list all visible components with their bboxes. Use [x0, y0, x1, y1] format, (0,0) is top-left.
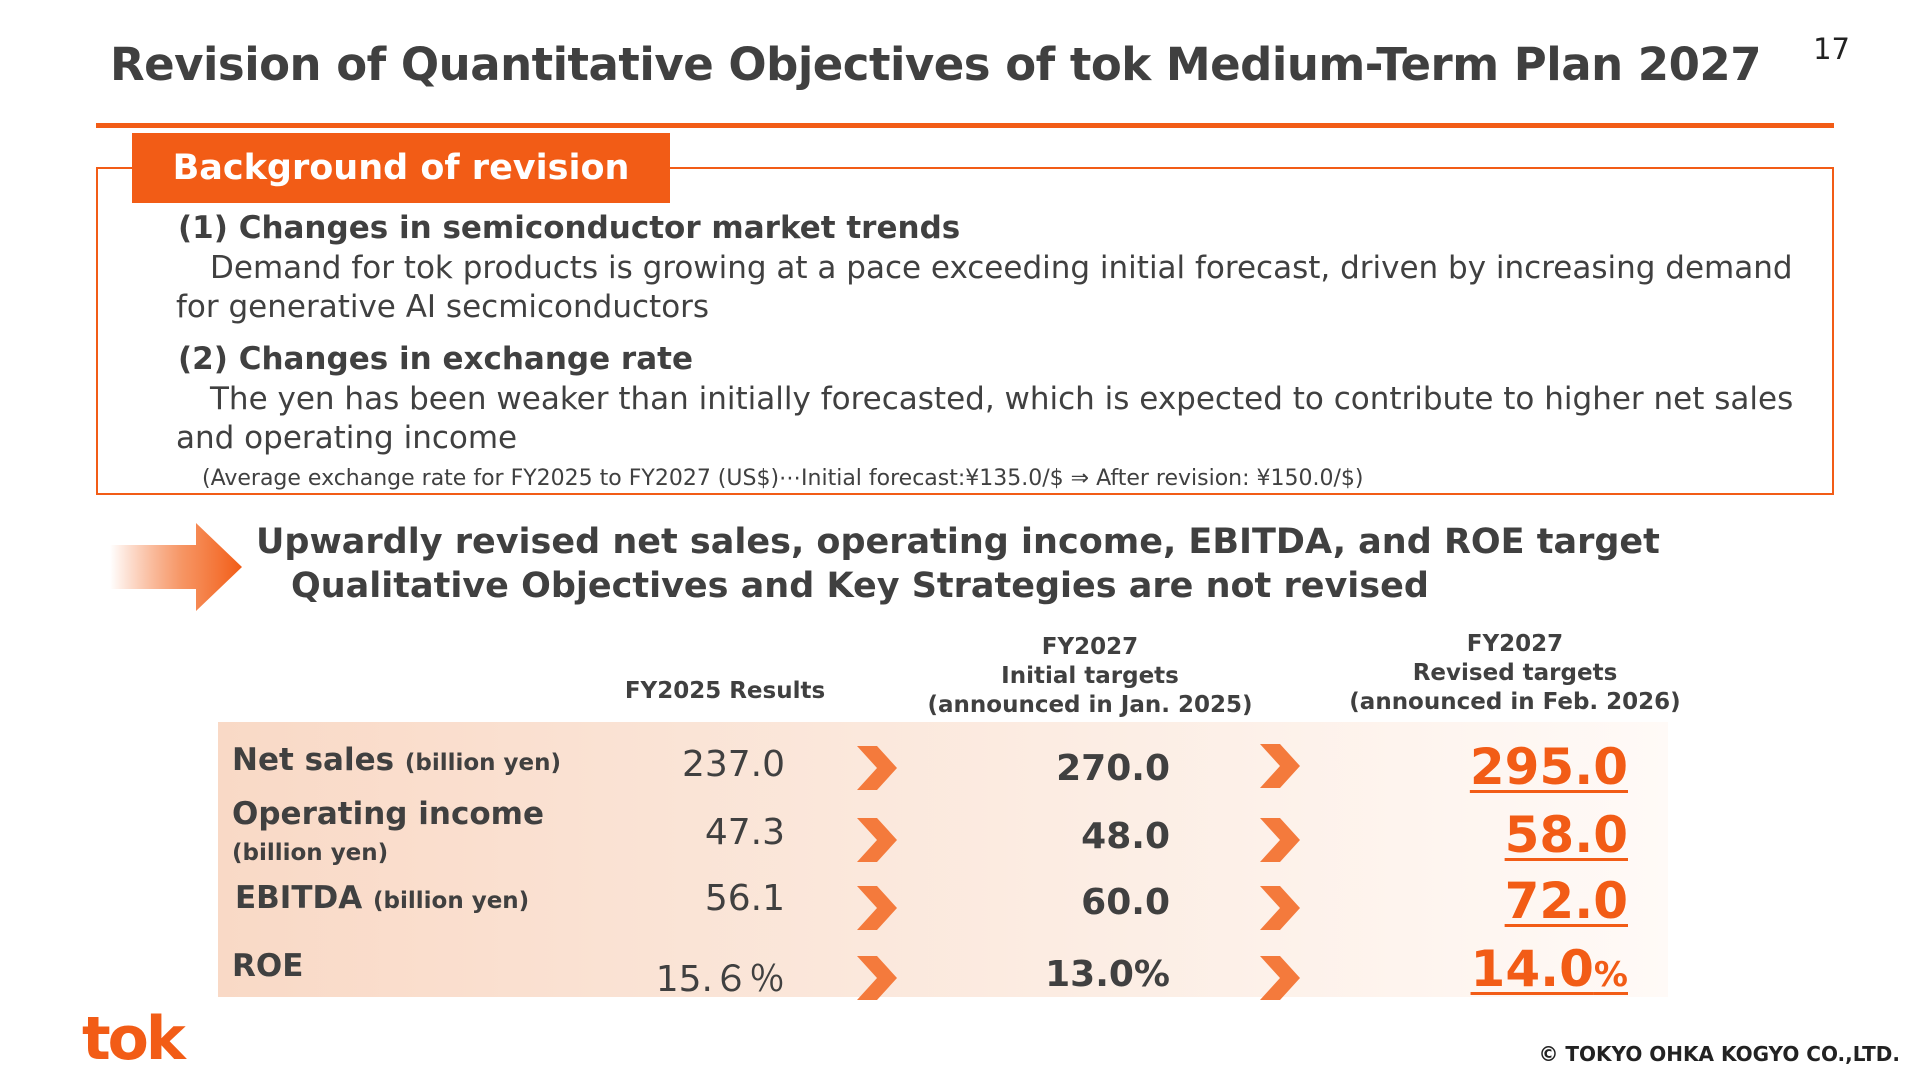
background-tag: Background of revision	[132, 133, 670, 203]
roe-initial: 13.0%	[1045, 954, 1170, 995]
item1-heading: (1) Changes in semiconductor market tren…	[178, 210, 961, 246]
page-number: 17	[1813, 32, 1850, 66]
row-label-roe: ROE	[232, 948, 304, 984]
row-unit-operating-income: (billion yen)	[232, 840, 389, 866]
roe-fy2025: 15.６％	[655, 959, 785, 1000]
roe-revised: 14.0%	[1368, 940, 1628, 998]
col-header-revised: FY2027 Revised targets (announced in Feb…	[1335, 630, 1695, 717]
col-header-revised-line1: FY2027	[1466, 631, 1564, 657]
item2-text: The yen has been weaker than initially f…	[176, 381, 1794, 456]
col-header-initial-line3: (announced in Jan. 2025)	[927, 692, 1253, 718]
copyright: © TOKYO OHKA KOGYO CO.,LTD.	[1538, 1042, 1900, 1066]
net-sales-initial: 270.0	[1056, 748, 1170, 789]
col-header-initial-line2: Initial targets	[1001, 663, 1179, 689]
operating-income-fy2025: 47.3	[704, 812, 785, 853]
col-header-initial: FY2027 Initial targets (announced in Jan…	[910, 633, 1270, 720]
title-underline	[96, 123, 1834, 128]
row-label-text: EBITDA	[235, 880, 363, 916]
row-unit: (billion yen)	[404, 750, 562, 776]
tok-logo: tok	[82, 1010, 191, 1066]
net-sales-fy2025: 237.0	[681, 744, 785, 785]
chevron-right-icon	[857, 818, 897, 862]
revised-value: 58.0	[1504, 806, 1628, 864]
revised-value: 14.0	[1470, 940, 1594, 998]
chevron-right-icon	[857, 956, 897, 1000]
chevron-right-icon	[1260, 886, 1300, 930]
chevron-right-icon	[857, 886, 897, 930]
exchange-rate-note: (Average exchange rate for FY2025 to FY2…	[202, 466, 1364, 491]
col-header-revised-line3: (announced in Feb. 2026)	[1349, 689, 1681, 715]
revised-suffix: %	[1593, 955, 1628, 995]
row-unit: (billion yen)	[373, 888, 530, 914]
row-label-ebitda: EBITDA (billion yen)	[235, 880, 529, 916]
chevron-right-icon	[1260, 956, 1300, 1000]
chevron-right-icon	[857, 746, 897, 790]
revised-value: 295.0	[1469, 738, 1628, 796]
ebitda-revised: 72.0	[1368, 872, 1628, 930]
item1-text: Demand for tok products is growing at a …	[176, 250, 1793, 325]
row-label-text: Net sales	[232, 742, 395, 778]
net-sales-revised: 295.0	[1368, 738, 1628, 796]
chevron-right-icon	[1260, 818, 1300, 862]
ebitda-fy2025: 56.1	[704, 878, 785, 919]
item2-heading: (2) Changes in exchange rate	[178, 341, 693, 377]
col-header-initial-line1: FY2027	[1041, 634, 1139, 660]
logo-text: tok	[82, 1010, 188, 1066]
col-header-fy2025: FY2025 Results	[624, 678, 826, 704]
page-title: Revision of Quantitative Objectives of t…	[110, 38, 1762, 91]
targets-table	[218, 722, 1668, 997]
operating-income-revised: 58.0	[1368, 806, 1628, 864]
chevron-right-icon	[1260, 744, 1300, 788]
ebitda-initial: 60.0	[1081, 882, 1170, 923]
background-box	[96, 167, 1834, 495]
row-label-net-sales: Net sales (billion yen)	[232, 742, 561, 778]
summary-line2: Qualitative Objectives and Key Strategie…	[291, 566, 1429, 606]
row-label-operating-income: Operating income	[232, 796, 544, 832]
revised-value: 72.0	[1504, 872, 1628, 930]
operating-income-initial: 48.0	[1081, 816, 1170, 857]
col-header-revised-line2: Revised targets	[1412, 660, 1618, 686]
summary-line1: Upwardly revised net sales, operating in…	[256, 522, 1660, 562]
arrow-right-icon	[110, 523, 242, 611]
